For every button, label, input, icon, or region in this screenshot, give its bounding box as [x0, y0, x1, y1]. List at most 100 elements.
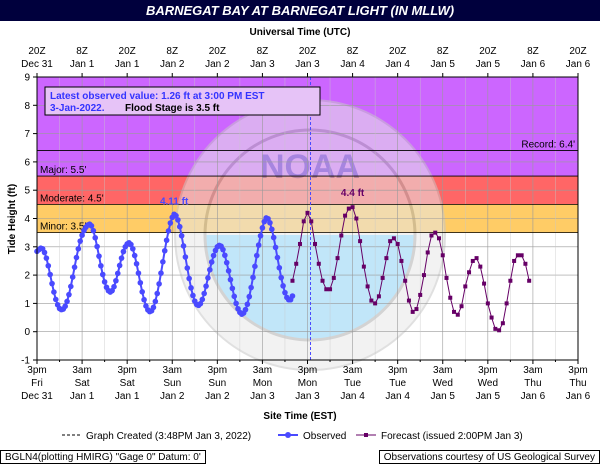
y-axis-title: Tide Height (ft)	[7, 184, 18, 254]
observed-point	[163, 237, 170, 244]
watermark-lower-half	[205, 235, 415, 340]
forecast-point	[515, 253, 520, 258]
y-tick-label: -1	[21, 356, 30, 367]
observed-point	[116, 262, 123, 269]
observed-point	[282, 289, 288, 296]
observed-point	[90, 227, 97, 234]
x-tick-time-label: 3pm	[478, 365, 497, 376]
forecast-point	[376, 294, 381, 299]
observed-point	[270, 234, 277, 241]
forecast-point	[350, 205, 355, 210]
forecast-point	[433, 230, 438, 235]
observed-point	[68, 283, 74, 290]
x-tick-time-label: 3am	[163, 365, 182, 376]
legend-forecast-label: Forecast (issued 2:00PM Jan 3)	[381, 431, 523, 442]
observed-point	[203, 283, 209, 289]
x-axis-title: Site Time (EST)	[263, 411, 336, 422]
top-tick-time-label: 8Z	[257, 46, 269, 57]
x-tick-weekday-label: Sat	[75, 378, 90, 389]
forecast-point	[406, 298, 411, 303]
observed-point	[229, 285, 236, 292]
observed-point	[111, 283, 117, 290]
legend-observed-label: Observed	[303, 431, 346, 442]
x-tick-date-label: Jan 5	[431, 391, 456, 402]
forecast-point	[328, 287, 333, 292]
stage-label-record: Record: 6.4'	[521, 140, 575, 151]
watermark-logo-text: NOAA	[260, 148, 360, 186]
x-tick-date-label: Jan 1	[70, 391, 95, 402]
observed-point	[66, 291, 72, 298]
forecast-point	[320, 278, 325, 283]
y-tick-label: 5	[24, 186, 30, 197]
top-tick-date-label: Jan 1	[70, 59, 95, 70]
top-tick-time-label: 8Z	[347, 46, 359, 57]
forecast-point	[414, 307, 419, 312]
stage-label-moderate: Moderate: 4.5'	[40, 193, 104, 204]
x-tick-weekday-label: Wed	[433, 378, 453, 389]
observed-point	[73, 254, 80, 261]
forecast-point	[519, 253, 524, 258]
forecast-point	[361, 264, 366, 269]
stage-label-major: Major: 5.5'	[40, 165, 86, 176]
forecast-point	[448, 295, 453, 300]
observed-point	[52, 296, 59, 303]
x-tick-date-label: Jan 3	[250, 391, 275, 402]
forecast-point	[512, 258, 517, 263]
top-tick-date-label: Jan 6	[566, 59, 591, 70]
x-tick-time-label: 3pm	[298, 365, 317, 376]
x-tick-date-label: Jan 3	[295, 391, 320, 402]
x-tick-date-label: Jan 1	[115, 391, 140, 402]
y-tick-label: 8	[24, 101, 30, 112]
observed-point	[269, 226, 275, 233]
observed-point	[223, 259, 230, 266]
forecast-point	[429, 233, 434, 238]
observed-point	[180, 243, 187, 249]
x-tick-time-label: 3pm	[568, 365, 587, 376]
x-tick-time-label: 3pm	[117, 365, 136, 376]
x-tick-weekday-label: Mon	[253, 378, 272, 389]
forecast-point	[346, 206, 351, 211]
x-tick-weekday-label: Thu	[569, 378, 586, 389]
observed-point	[210, 252, 217, 259]
stage-label-minor: Minor: 3.5'	[40, 222, 86, 233]
forecast-point	[395, 241, 400, 246]
observed-point	[96, 253, 102, 259]
x-tick-weekday-label: Fri	[31, 378, 43, 389]
forecast-point	[440, 253, 445, 258]
observed-point	[259, 225, 266, 231]
observed-point	[248, 284, 254, 291]
forecast-point	[388, 239, 393, 244]
observed-point	[101, 279, 108, 285]
forecast-point	[373, 301, 378, 306]
x-tick-weekday-label: Sat	[120, 378, 135, 389]
forecast-point	[339, 233, 344, 238]
observed-point	[150, 304, 157, 311]
observed-point	[173, 212, 179, 219]
top-tick-time-label: 20Z	[389, 46, 406, 57]
forecast-point	[463, 284, 468, 289]
observed-point	[175, 217, 181, 223]
x-tick-time-label: 3pm	[388, 365, 407, 376]
legend: Graph Created (3:48PM Jan 3, 2022) Obser…	[62, 431, 523, 442]
observed-point	[71, 264, 78, 270]
observed-point	[276, 264, 283, 271]
observed-point	[161, 247, 168, 254]
observed-point	[253, 252, 260, 259]
forecast-point	[358, 239, 363, 244]
observed-point	[47, 271, 53, 278]
observed-point	[133, 260, 140, 267]
observed-point	[165, 228, 172, 234]
observed-point	[278, 274, 285, 281]
observed-point	[88, 223, 95, 229]
forecast-point	[418, 292, 423, 297]
observed-point	[289, 293, 296, 299]
observed-point	[130, 245, 136, 252]
observed-point	[227, 276, 234, 283]
observed-point	[222, 252, 228, 259]
forecast-point	[523, 261, 528, 266]
forecast-point	[493, 326, 498, 331]
observed-point	[160, 258, 166, 265]
forecast-point	[384, 256, 389, 261]
forecast-point	[485, 301, 490, 306]
